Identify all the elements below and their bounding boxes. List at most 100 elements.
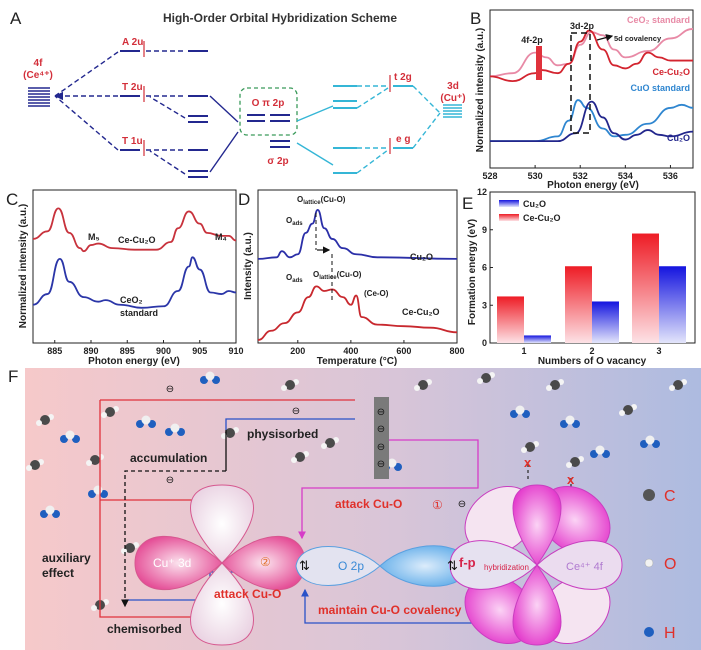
level-sigma-2p: σ 2p xyxy=(267,156,288,167)
svg-text:Olattice(Cu-O): Olattice(Cu-O) xyxy=(313,270,362,281)
x-tick-label: 400 xyxy=(343,346,358,356)
x-tick-label: 2 xyxy=(589,346,594,356)
x-tick-label: 900 xyxy=(156,346,171,356)
bar-cu2o-3 xyxy=(659,266,686,343)
legend-swatch-ce-cu2o xyxy=(499,214,519,221)
co-molecule xyxy=(281,379,299,391)
svg-text:⊖: ⊖ xyxy=(377,442,385,453)
svg-text:⊖: ⊖ xyxy=(458,499,466,510)
svg-text:Olattice(Cu-O): Olattice(Cu-O) xyxy=(297,195,346,206)
magenta-path-attack xyxy=(298,439,479,540)
e-xlabel: Numbers of O vacancy xyxy=(538,356,647,367)
co-molecule xyxy=(36,414,54,426)
legend-cuo: CuO standard xyxy=(630,83,690,93)
blocked-mark-2: x xyxy=(567,472,575,487)
co-molecule xyxy=(26,459,44,471)
plot-frame xyxy=(32,189,237,344)
co-molecule xyxy=(669,379,687,391)
d-xlabel: Temperature (°C) xyxy=(317,356,398,367)
h2o-molecule xyxy=(136,415,156,428)
x-tick-label: 1 xyxy=(521,346,526,356)
panel-label-f: F xyxy=(8,367,18,386)
maintain-covalency-label: maintain Cu-O covalency xyxy=(318,603,462,617)
co-molecule xyxy=(546,379,564,391)
h2o-molecule xyxy=(640,435,660,448)
step-2-marker: ② xyxy=(260,555,271,569)
x-tick-label: 530 xyxy=(528,171,543,181)
attack-cu-o-label-1: attack Cu-O xyxy=(335,497,402,511)
h2o-molecule xyxy=(40,505,60,518)
red-path-left xyxy=(99,400,196,618)
x-tick-label: 534 xyxy=(618,171,633,181)
physisorbed-label: physisorbed xyxy=(247,427,318,441)
o-pi-box xyxy=(239,87,298,136)
y-tick-label: 9 xyxy=(482,225,487,235)
legend-ce-cu2o: Ce-Cu₂O xyxy=(653,67,691,77)
oxygen-atom-icon xyxy=(644,558,654,568)
x-tick-label: 910 xyxy=(228,346,243,356)
ce-ion-label: (Ce⁴⁺) xyxy=(23,70,53,81)
ce-4f-label: Ce⁴⁺ 4f xyxy=(566,561,604,573)
auxiliary-label: auxiliary xyxy=(42,551,91,565)
ce-4f-levels xyxy=(28,87,50,107)
series-line-3 xyxy=(489,100,694,143)
4f-2p-marker xyxy=(536,46,542,80)
d-annotations: Olattice(Cu-O) Oads Oads Olattice(Cu-O) … xyxy=(286,195,389,298)
o-2p-label: O 2p xyxy=(338,559,364,573)
level-t1u: T 1u xyxy=(122,136,143,147)
ce-4f-label: 4f xyxy=(34,58,44,69)
svg-text:⊖: ⊖ xyxy=(166,475,174,486)
plot-frame xyxy=(489,9,694,169)
c-xlabel: Photon energy (eV) xyxy=(88,356,180,367)
blocked-mark-1: x xyxy=(524,455,532,470)
svg-text:(Ce-O): (Ce-O) xyxy=(364,289,389,298)
level-t2u: T 2u xyxy=(122,82,143,93)
cu-levels xyxy=(296,85,413,174)
plot-d: 200 400 600 800 xyxy=(257,189,465,356)
scheme-title: High-Order Orbital Hybridization Scheme xyxy=(163,11,397,25)
b-annot-3d2p: 3d-2p xyxy=(570,21,595,31)
x-tick-label: 800 xyxy=(449,346,464,356)
cu-3d-label: 3d xyxy=(447,81,459,92)
plot-c: 885 890 895 900 905 910 xyxy=(32,189,244,356)
bar-cu2o-2 xyxy=(592,301,619,343)
x-tick-label: 895 xyxy=(120,346,135,356)
3d-2p-box xyxy=(570,32,591,134)
y-tick-label: 12 xyxy=(477,187,487,197)
o-2p-orbital xyxy=(295,545,471,587)
h2o-molecule xyxy=(510,405,530,418)
x-tick-label: 532 xyxy=(573,171,588,181)
panel-c: C 885 890 895 900 905 910 Photon energy (eV) … xyxy=(6,189,244,367)
legend-ceo2: CeO₂ standard xyxy=(627,15,690,25)
x-tick-label: 885 xyxy=(47,346,62,356)
e-legend-ce-cu2o: Ce-Cu₂O xyxy=(523,213,561,223)
carbon-atom-icon xyxy=(643,489,655,501)
accumulation-path xyxy=(121,470,226,608)
blue-path-physisorbed xyxy=(225,418,355,430)
accumulation-label: accumulation xyxy=(130,451,207,465)
level-o-pi-2p: O π 2p xyxy=(252,98,285,109)
legend-swatch-cu2o xyxy=(499,200,519,207)
attack-cu-o-label-2: attack Cu-O xyxy=(214,587,281,601)
b-ylabel: Normalized intensity (a.u.) xyxy=(475,28,486,152)
atom-legend: C O H xyxy=(643,488,676,642)
co-molecule xyxy=(566,456,584,468)
panel-label-a: A xyxy=(10,9,22,28)
co-molecule xyxy=(477,372,495,384)
c-annot-m4: M₄ xyxy=(215,232,227,242)
hydrogen-atom-icon xyxy=(644,627,654,637)
h2o-molecule xyxy=(560,415,580,428)
co-molecule xyxy=(414,379,432,391)
legend-h: H xyxy=(664,625,676,642)
bar-ce-cu2o-3 xyxy=(632,233,659,343)
panel-f: F ⊖⊖ ⊖⊖ ⊖⊖ ⊖⊖ ⊖ xyxy=(8,367,701,650)
panel-label-c: C xyxy=(6,190,18,209)
chemisorbed-label: chemisorbed xyxy=(107,622,182,636)
covalency-arrow xyxy=(596,34,614,42)
cu-connectors xyxy=(356,85,441,174)
series-line-2 xyxy=(489,99,694,143)
co-molecule xyxy=(91,599,109,611)
series-line-1 xyxy=(32,256,237,309)
